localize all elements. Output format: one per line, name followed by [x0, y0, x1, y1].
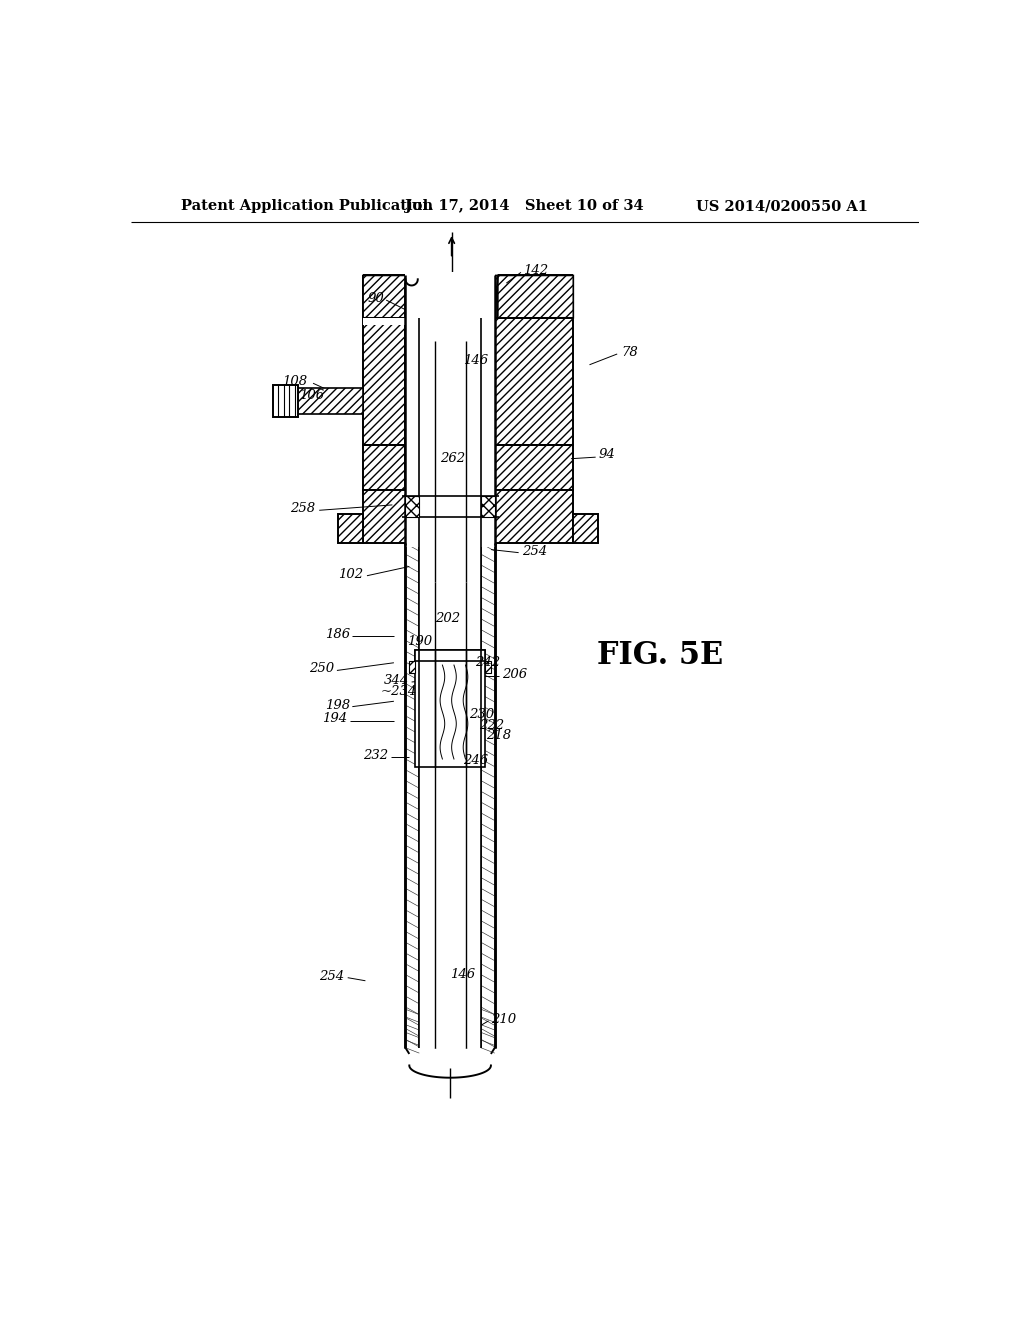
Bar	[364, 445, 406, 490]
Text: Jul. 17, 2014   Sheet 10 of 34: Jul. 17, 2014 Sheet 10 of 34	[406, 199, 644, 213]
Bar	[573, 515, 598, 544]
Text: 142: 142	[523, 264, 549, 277]
Text: 344: 344	[384, 675, 410, 686]
Text: 206: 206	[502, 668, 526, 681]
Text: 190: 190	[408, 635, 432, 648]
Text: US 2014/0200550 A1: US 2014/0200550 A1	[696, 199, 868, 213]
Text: 222: 222	[478, 718, 504, 731]
Bar	[273, 385, 298, 417]
Bar	[339, 515, 364, 544]
Text: 232: 232	[364, 748, 388, 762]
Text: FIG. 5E: FIG. 5E	[597, 640, 723, 671]
Bar	[416, 649, 484, 661]
Bar	[296, 388, 364, 414]
Text: 218: 218	[486, 730, 511, 742]
Text: 202: 202	[435, 612, 460, 626]
Bar	[484, 661, 490, 673]
Bar	[406, 272, 495, 548]
Text: 254: 254	[521, 545, 547, 557]
Text: 78: 78	[622, 346, 639, 359]
Text: 246: 246	[463, 754, 488, 767]
Bar	[416, 649, 484, 767]
Bar	[364, 318, 406, 445]
Bar	[419, 544, 481, 1048]
Polygon shape	[495, 276, 498, 318]
Text: 250: 250	[309, 663, 335, 676]
Bar	[481, 496, 495, 517]
Text: 146: 146	[451, 968, 475, 981]
Text: 146: 146	[463, 354, 488, 367]
Bar	[410, 661, 416, 673]
Bar	[498, 276, 573, 318]
Text: 242: 242	[475, 656, 501, 669]
Text: 198: 198	[325, 698, 350, 711]
Polygon shape	[406, 276, 410, 318]
Bar	[364, 318, 406, 326]
Text: 94: 94	[599, 449, 615, 462]
Text: 90: 90	[368, 292, 385, 305]
Text: 194: 194	[323, 713, 348, 726]
Text: 108: 108	[283, 375, 307, 388]
Text: 210: 210	[490, 1012, 516, 1026]
Text: 230: 230	[469, 708, 495, 721]
Text: Patent Application Publication: Patent Application Publication	[180, 199, 432, 213]
Text: 186: 186	[325, 628, 350, 640]
Text: 262: 262	[440, 453, 465, 465]
Text: 258: 258	[290, 502, 315, 515]
Text: 106: 106	[299, 389, 325, 403]
Text: ~234: ~234	[381, 685, 417, 698]
Bar	[364, 490, 573, 544]
Bar	[495, 445, 573, 490]
Polygon shape	[495, 276, 573, 318]
Bar	[495, 318, 573, 445]
Text: 254: 254	[319, 970, 345, 982]
Bar	[406, 496, 419, 517]
Text: 102: 102	[338, 568, 364, 581]
Bar	[364, 276, 410, 318]
Polygon shape	[364, 276, 410, 318]
